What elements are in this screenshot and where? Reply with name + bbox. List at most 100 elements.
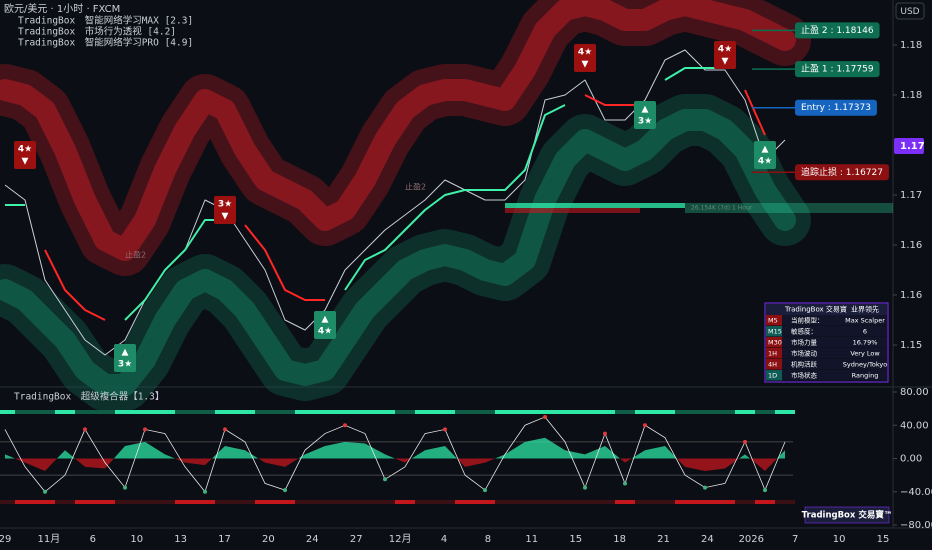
trend-strip-top (615, 410, 635, 414)
info-row-bg (766, 326, 887, 337)
signal-label: 4★ (18, 145, 32, 155)
trend-strip-bottom (695, 500, 715, 504)
info-label: 敏感度： (791, 327, 817, 336)
osc-extreme-dot (743, 439, 747, 444)
trend-strip-bottom (675, 500, 695, 504)
osc-extreme-dot (643, 423, 647, 428)
x-tick-label: 21 (657, 534, 670, 545)
trend-strip-top (15, 410, 35, 414)
y-tick-label: 40.00 (900, 420, 929, 431)
trend-strip-bottom (515, 500, 535, 504)
info-value: Ranging (852, 372, 879, 380)
indicator-name: TradingBox 智能网络学习PRO [4.9] (18, 37, 193, 49)
timeframe-cell (766, 348, 782, 359)
y-tick-label: −80.00 (900, 520, 932, 531)
signal-label: 4★ (718, 45, 732, 55)
trend-strip-top (315, 410, 335, 414)
band-inner (0, 109, 796, 396)
x-tick-label: 27 (350, 534, 363, 545)
x-tick-label: 6 (90, 534, 96, 545)
trend-strip-top (275, 410, 295, 414)
trend-strip-top (635, 410, 655, 414)
indicator-name: TradingBox 智能网络学习MAX [2.3] (18, 15, 193, 27)
trend-strip-bottom (495, 500, 515, 504)
trend-strip-bottom (155, 500, 175, 504)
signal-label: 4★ (758, 157, 772, 167)
currency-label[interactable]: USD (900, 7, 919, 17)
trade-level-label: Entry : 1.17373 (801, 103, 871, 113)
info-label: 机构活跃 (791, 360, 818, 369)
band-inner (0, 0, 796, 261)
x-tick-label: 24 (306, 534, 319, 545)
signal-label: 3★ (638, 117, 652, 127)
y-tick-label: 1.18 (900, 40, 922, 51)
trend-strip-bottom (335, 500, 355, 504)
trend-strip-bottom (55, 500, 75, 504)
osc-extreme-dot (583, 485, 587, 490)
price-line (4, 49, 786, 356)
trend-strip-bottom (195, 500, 215, 504)
trend-strip-top (0, 410, 15, 414)
x-tick-label: 8 (485, 534, 491, 545)
y-tick-label: 80.00 (900, 387, 929, 398)
trend-strip-bottom (95, 500, 115, 504)
indicator-name: TradingBox 市场行为透视 [4.2] (18, 26, 176, 38)
timeframe-cell (766, 337, 782, 348)
osc-extreme-dot (443, 427, 447, 432)
trend-strip-bottom (415, 500, 435, 504)
annotation: 止盈2 (125, 250, 146, 260)
y-tick-label: −40.00 (900, 487, 932, 498)
trend-strip-bottom (475, 500, 495, 504)
signal-arrow: ▼ (22, 157, 29, 167)
trend-strip-bottom (575, 500, 595, 504)
trend-strip-bottom (15, 500, 35, 504)
trend-strip-bottom (355, 500, 375, 504)
osc-extreme-dot (223, 427, 227, 432)
trend-strip-top (155, 410, 175, 414)
trend-strip-top (355, 410, 375, 414)
volume-note: 26.154K (7d) 1 Hour (691, 205, 753, 212)
timeframe-cell (766, 359, 782, 370)
x-tick-label: 12月 (389, 533, 412, 545)
signal-arrow: ▼ (582, 60, 589, 70)
osc-extreme-dot (543, 414, 547, 419)
x-tick-label: 29 (0, 534, 11, 545)
signal-arrow: ▲ (322, 315, 329, 325)
osc-signal-line (4, 416, 786, 493)
trend-strip-bottom (255, 500, 275, 504)
x-tick-label: 11 (525, 534, 538, 545)
badge: TradingBox 交易寶™ (802, 510, 893, 521)
osc-extreme-dot (83, 427, 87, 432)
trend-strip-top (775, 410, 795, 414)
annotation: 止盈2 (405, 182, 426, 192)
trend-strip-top (255, 410, 275, 414)
trend-strip-bottom (375, 500, 395, 504)
symbol-title: 欧元/美元 · 1小时 · FXCM (4, 2, 120, 15)
trend-strip-top (595, 410, 615, 414)
x-tick-label: 7 (792, 534, 798, 545)
x-tick-label: 24 (701, 534, 714, 545)
trend-strip-top (515, 410, 535, 414)
osc-extreme-dot (383, 477, 387, 482)
trend-strip-top (35, 410, 55, 414)
signal-label: 4★ (318, 327, 332, 337)
timeframe-cell (766, 370, 782, 381)
signal-label: 4★ (578, 48, 592, 58)
currency-button[interactable] (895, 2, 925, 20)
trend-strip-top (195, 410, 215, 414)
signal-arrow: ▲ (762, 145, 769, 155)
trend-strip-top (755, 410, 775, 414)
osc-extreme-dot (203, 489, 207, 494)
current-price-box (894, 138, 924, 154)
trend-strip-top (435, 410, 455, 414)
trend-strip-bottom (135, 500, 155, 504)
signal-arrow: ▼ (222, 212, 229, 222)
x-tick-label: 15 (569, 534, 582, 545)
signal-arrow: ▼ (722, 57, 729, 67)
signal-box (314, 311, 336, 339)
trend-strip-bottom (775, 500, 795, 504)
x-tick-label: 10 (833, 534, 846, 545)
y-tick-label: 1.17 (900, 190, 922, 201)
trend-strip-top (415, 410, 435, 414)
osc-extreme-dot (343, 423, 347, 428)
